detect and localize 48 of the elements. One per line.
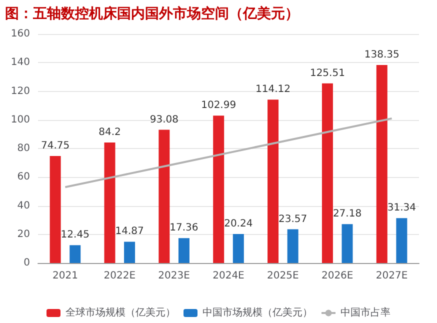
x-tick-label: 2027E: [376, 270, 408, 282]
data-label: 84.2: [98, 126, 121, 138]
x-tick-label: 2021: [52, 270, 78, 282]
x-tick-label: 2026E: [321, 270, 354, 282]
legend-label: 全球市场规模（亿美元）: [66, 306, 176, 318]
y-tick-label: 40: [17, 200, 30, 212]
bar: [342, 224, 353, 263]
y-tick-label: 60: [17, 172, 30, 183]
data-label: 125.51: [310, 68, 345, 79]
bar: [232, 234, 244, 263]
data-label: 138.35: [364, 49, 400, 60]
chart-title: 图：五轴数控机床国内国外市场空间（亿美元）: [5, 5, 299, 22]
bar: [158, 130, 170, 263]
bar: [104, 142, 116, 263]
data-label: 14.87: [115, 226, 144, 238]
bar: [268, 100, 279, 263]
bar: [322, 83, 333, 263]
y-tick-label: 0: [24, 258, 30, 268]
bar: [376, 64, 388, 263]
bar: [213, 116, 224, 263]
data-label: 17.36: [170, 222, 198, 234]
data-label: 31.34: [387, 202, 416, 214]
y-tick-label: 80: [17, 143, 30, 154]
data-label: 102.99: [201, 100, 236, 112]
y-tick-label: 140: [10, 57, 30, 68]
x-tick-label: 2022E: [104, 270, 136, 282]
data-label: 27.18: [332, 208, 362, 220]
bar: [287, 229, 298, 263]
data-label: 74.75: [40, 140, 70, 152]
legend-label: 中国市占率: [340, 306, 390, 318]
bar: [50, 156, 61, 263]
data-label: 114.12: [256, 84, 291, 96]
data-label: 20.24: [224, 218, 253, 230]
y-tick-label: 120: [10, 86, 30, 97]
bar: [396, 218, 408, 263]
data-label: 93.08: [150, 114, 178, 126]
bar: [124, 242, 136, 263]
x-tick-label: 2025E: [267, 270, 299, 282]
y-tick-label: 20: [17, 228, 30, 240]
x-tick-label: 2023E: [158, 270, 190, 282]
bar: [178, 238, 190, 263]
y-tick-label: 160: [10, 28, 30, 40]
data-label: 12.45: [60, 230, 90, 241]
y-tick-label: 100: [10, 114, 30, 126]
legend-label: 中国市场规模（亿美元）: [202, 306, 312, 318]
bar: [70, 245, 81, 263]
data-label: 23.57: [278, 214, 308, 225]
x-tick-label: 2024E: [212, 270, 244, 282]
